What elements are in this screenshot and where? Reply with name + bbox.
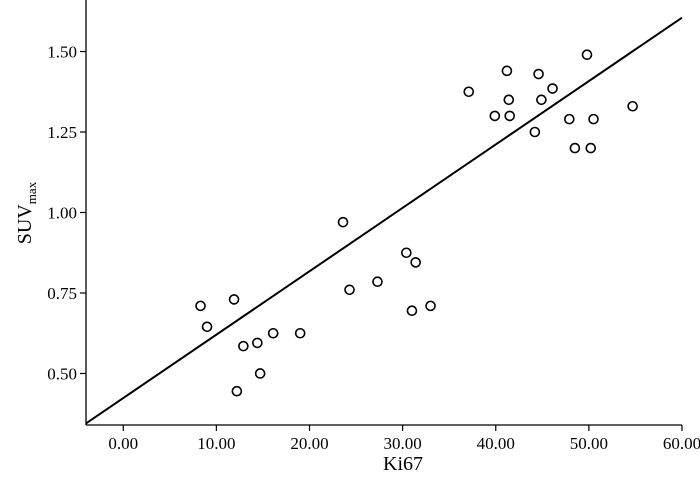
x-tick-label: 20.00 (290, 434, 328, 453)
x-tick-label: 10.00 (197, 434, 235, 453)
y-tick-label: 1.00 (47, 204, 77, 223)
data-point (201, 321, 213, 333)
y-axis-title: SUVmax (14, 181, 39, 244)
plot-area: 0.50 0.75 1.00 1.25 1.50 0.00 10.00 20.00 30.00 4… (47, 0, 700, 453)
data-point (489, 110, 501, 122)
data-point (267, 327, 279, 339)
regression-line (85, 16, 683, 425)
data-point (569, 142, 581, 154)
y-axis-title-main: SUV (14, 204, 36, 245)
data-point (564, 113, 575, 125)
data-point (238, 340, 249, 352)
x-tick-label: 60.00 (663, 434, 700, 453)
data-point (536, 94, 547, 106)
data-point (627, 100, 638, 112)
data-point (503, 94, 515, 106)
x-tick-label: 0.00 (108, 434, 138, 453)
y-tick-label: 1.25 (47, 123, 77, 142)
y-tick-label: 0.75 (47, 284, 77, 303)
data-point (401, 247, 412, 259)
data-point (228, 294, 240, 305)
data-point (425, 300, 436, 312)
y-tick-label: 1.50 (47, 43, 77, 62)
data-point (252, 337, 263, 349)
data-point (585, 142, 597, 154)
data-point (410, 257, 421, 268)
data-point (529, 126, 541, 138)
data-point (588, 113, 599, 125)
data-point (581, 49, 593, 61)
data-point (195, 300, 206, 312)
data-point (294, 327, 306, 339)
x-axis-title: Ki67 (383, 453, 423, 475)
x-tick-label: 50.00 (570, 434, 608, 453)
data-point (463, 86, 475, 98)
y-tick-label: 0.50 (47, 364, 77, 383)
data-point (337, 216, 349, 228)
data-point (406, 305, 418, 317)
data-point (231, 385, 243, 397)
data-point (533, 68, 544, 80)
data-point (504, 110, 516, 122)
x-tick-label: 30.00 (384, 434, 422, 453)
x-tick-label: 40.00 (477, 434, 515, 453)
data-point (547, 83, 558, 94)
data-point (501, 65, 513, 77)
data-point (344, 284, 355, 296)
y-axis-title-subscript: max (24, 181, 39, 204)
data-point (372, 276, 383, 288)
data-point (254, 368, 266, 379)
